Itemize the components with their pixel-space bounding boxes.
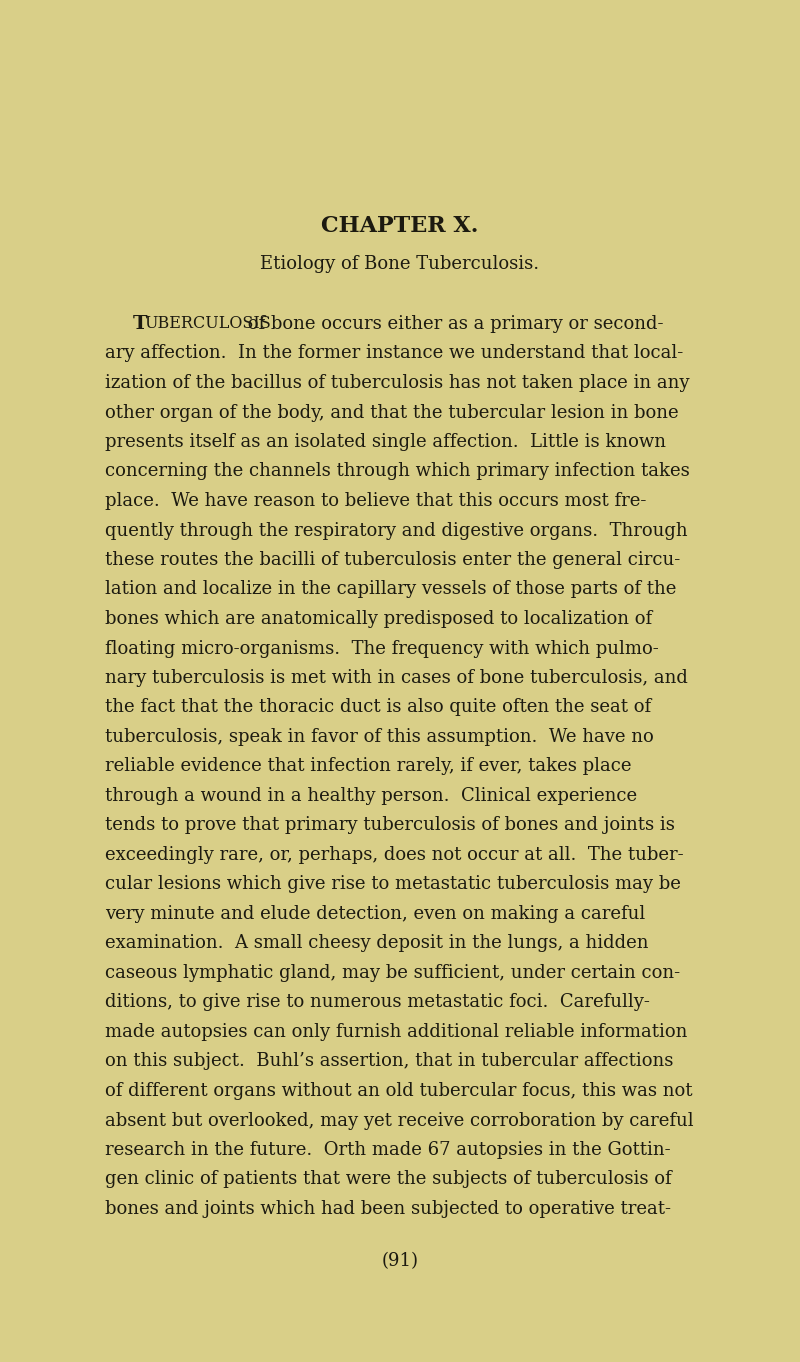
- Text: examination.  A small cheesy deposit in the lungs, a hidden: examination. A small cheesy deposit in t…: [105, 934, 649, 952]
- Text: these routes the bacilli of tuberculosis enter the general circu-: these routes the bacilli of tuberculosis…: [105, 552, 680, 569]
- Text: through a wound in a healthy person.  Clinical experience: through a wound in a healthy person. Cli…: [105, 787, 637, 805]
- Text: presents itself as an isolated single affection.  Little is known: presents itself as an isolated single af…: [105, 433, 666, 451]
- Text: of different organs without an old tubercular focus, this was not: of different organs without an old tuber…: [105, 1081, 693, 1100]
- Text: ization of the bacillus of tuberculosis has not taken place in any: ization of the bacillus of tuberculosis …: [105, 375, 690, 392]
- Text: Etiology of Bone Tuberculosis.: Etiology of Bone Tuberculosis.: [261, 255, 539, 272]
- Text: on this subject.  Buhl’s assertion, that in tubercular affections: on this subject. Buhl’s assertion, that …: [105, 1053, 674, 1071]
- Text: quently through the respiratory and digestive organs.  Through: quently through the respiratory and dige…: [105, 522, 688, 539]
- Text: caseous lymphatic gland, may be sufficient, under certain con-: caseous lymphatic gland, may be sufficie…: [105, 964, 680, 982]
- Text: lation and localize in the capillary vessels of those parts of the: lation and localize in the capillary ves…: [105, 580, 676, 598]
- Text: cular lesions which give rise to metastatic tuberculosis may be: cular lesions which give rise to metasta…: [105, 876, 681, 893]
- Text: ary affection.  In the former instance we understand that local-: ary affection. In the former instance we…: [105, 345, 683, 362]
- Text: tuberculosis, speak in favor of this assumption.  We have no: tuberculosis, speak in favor of this ass…: [105, 729, 654, 746]
- Text: bones which are anatomically predisposed to localization of: bones which are anatomically predisposed…: [105, 610, 652, 628]
- Text: of bone occurs either as a primary or second-: of bone occurs either as a primary or se…: [242, 315, 664, 332]
- Text: other organ of the body, and that the tubercular lesion in bone: other organ of the body, and that the tu…: [105, 403, 678, 421]
- Text: reliable evidence that infection rarely, if ever, takes place: reliable evidence that infection rarely,…: [105, 757, 631, 775]
- Text: place.  We have reason to believe that this occurs most fre-: place. We have reason to believe that th…: [105, 492, 646, 509]
- Text: T: T: [133, 315, 148, 332]
- Text: UBERCULOSIS: UBERCULOSIS: [145, 315, 271, 332]
- Text: floating micro-organisms.  The frequency with which pulmo-: floating micro-organisms. The frequency …: [105, 640, 658, 658]
- Text: exceedingly rare, or, perhaps, does not occur at all.  The tuber-: exceedingly rare, or, perhaps, does not …: [105, 846, 684, 864]
- Text: ditions, to give rise to numerous metastatic foci.  Carefully-: ditions, to give rise to numerous metast…: [105, 993, 650, 1012]
- Text: absent but overlooked, may yet receive corroboration by careful: absent but overlooked, may yet receive c…: [105, 1111, 694, 1129]
- Text: bones and joints which had been subjected to operative treat-: bones and joints which had been subjecte…: [105, 1200, 671, 1218]
- Text: CHAPTER X.: CHAPTER X.: [322, 215, 478, 237]
- Text: research in the future.  Orth made 67 autopsies in the Gottin-: research in the future. Orth made 67 aut…: [105, 1141, 670, 1159]
- Text: gen clinic of patients that were the subjects of tuberculosis of: gen clinic of patients that were the sub…: [105, 1170, 672, 1189]
- Text: concerning the channels through which primary infection takes: concerning the channels through which pr…: [105, 463, 690, 481]
- Text: the fact that the thoracic duct is also quite often the seat of: the fact that the thoracic duct is also …: [105, 699, 651, 716]
- Text: nary tuberculosis is met with in cases of bone tuberculosis, and: nary tuberculosis is met with in cases o…: [105, 669, 688, 686]
- Text: (91): (91): [382, 1252, 418, 1269]
- Text: very minute and elude detection, even on making a careful: very minute and elude detection, even on…: [105, 904, 646, 923]
- Text: tends to prove that primary tuberculosis of bones and joints is: tends to prove that primary tuberculosis…: [105, 816, 675, 835]
- Text: made autopsies can only furnish additional reliable information: made autopsies can only furnish addition…: [105, 1023, 687, 1041]
